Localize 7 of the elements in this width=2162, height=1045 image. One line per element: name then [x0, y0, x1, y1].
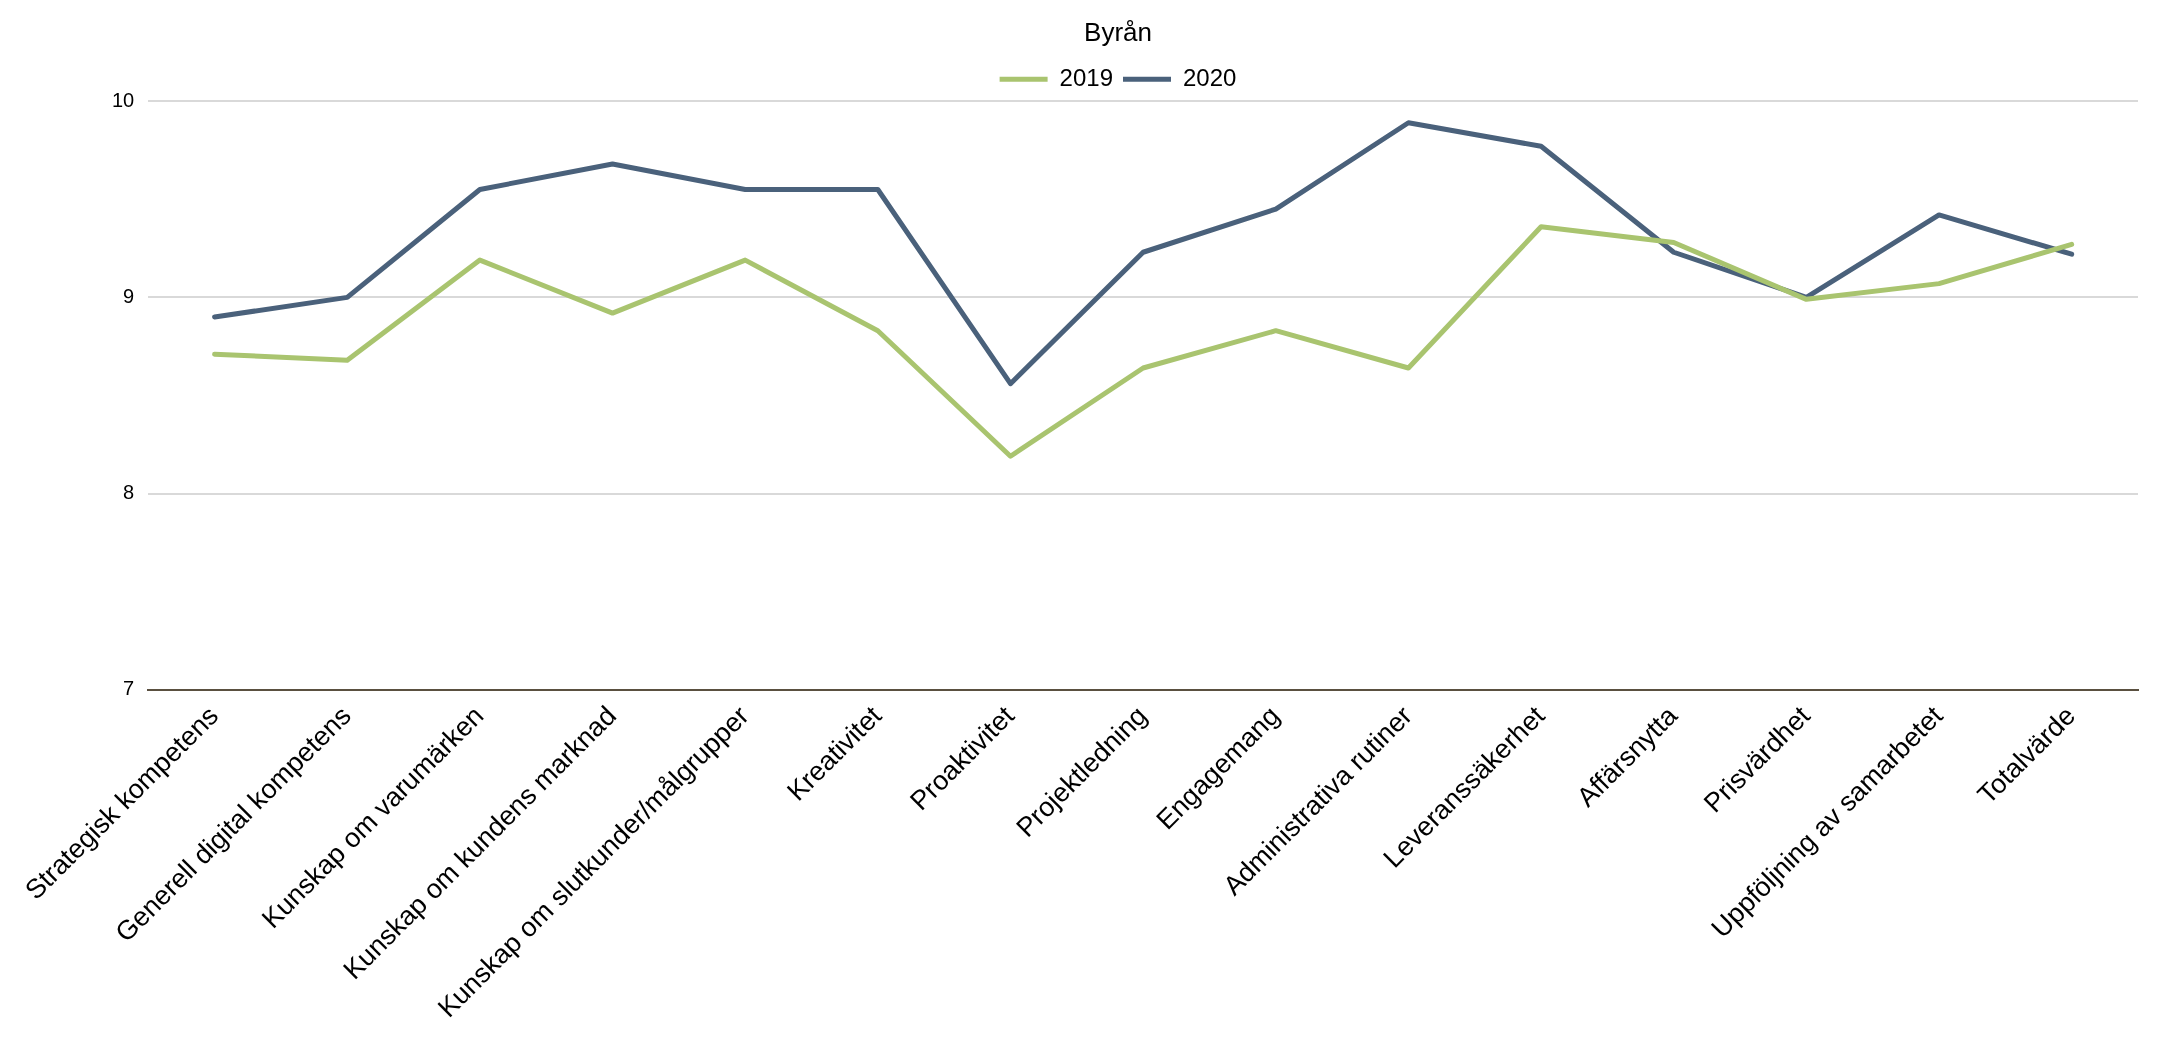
- y-tick-label: 7: [123, 677, 135, 700]
- chart-title: Byrån: [1084, 16, 1152, 47]
- legend-label: 2019: [1059, 63, 1113, 91]
- legend-label: 2020: [1183, 63, 1237, 91]
- y-tick-label: 10: [112, 88, 135, 111]
- y-tick-label: 9: [123, 284, 135, 307]
- y-tick-label: 8: [123, 481, 135, 504]
